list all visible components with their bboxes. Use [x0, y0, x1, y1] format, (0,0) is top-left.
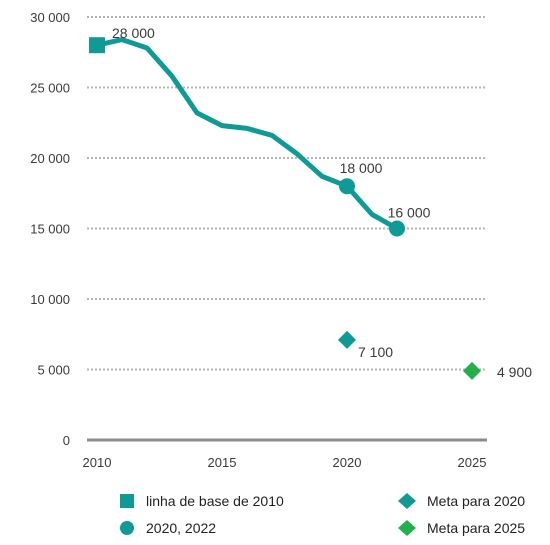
legend-item-2020-2022: 2020, 2022: [118, 519, 216, 537]
y-tick-label: 5 000: [37, 363, 70, 378]
lines: [94, 37, 400, 231]
diamond-marker: [338, 330, 356, 349]
circle-marker: [389, 220, 405, 237]
square-marker-icon: [120, 494, 134, 508]
legend-item-meta-2020: Meta para 2020: [397, 492, 525, 510]
legend-item-baseline: linha de base de 2010: [118, 492, 284, 510]
legend-label: 2020, 2022: [146, 520, 217, 536]
x-tick-label: 2020: [333, 455, 362, 470]
x-tick-label: 2015: [208, 455, 237, 470]
x-tick-label: 2010: [83, 455, 112, 470]
diamond-marker-icon: [398, 520, 416, 536]
y-tick-label: 10 000: [30, 292, 70, 307]
data-labels: 28 000 18 000 16 000 7 100 4 900: [112, 25, 532, 380]
y-tick-label: 30 000: [30, 10, 70, 25]
data-label: 16 000: [388, 205, 431, 221]
x-tick-label: 2025: [458, 455, 487, 470]
y-tick-label: 20 000: [30, 151, 70, 166]
square-marker: [89, 37, 105, 54]
data-label: 7 100: [358, 344, 393, 360]
circle-marker-icon: [120, 521, 134, 535]
ticks: 0 5 000 10 000 15 000 20 000 25 000 30 000 2010…: [30, 10, 486, 470]
diamond-marker-icon: [398, 493, 416, 509]
chart: 0 5 000 10 000 15 000 20 000 25 000 30 000 2010…: [30, 10, 532, 470]
legend-label: Meta para 2025: [427, 520, 526, 536]
data-label: 18 000: [340, 160, 383, 176]
y-tick-label: 15 000: [30, 222, 70, 237]
y-tick-label: 25 000: [30, 81, 70, 96]
line-series: [94, 37, 400, 231]
legend-label: linha de base de 2010: [146, 493, 284, 509]
legend-label: Meta para 2020: [427, 493, 526, 509]
data-label: 4 900: [497, 364, 532, 380]
data-label: 28 000: [112, 25, 155, 41]
markers: [89, 37, 481, 380]
grid: [87, 16, 487, 371]
y-tick-label: 0: [63, 433, 70, 448]
legend-item-meta-2025: Meta para 2025: [397, 519, 525, 537]
diamond-marker: [463, 361, 481, 380]
circle-marker: [339, 178, 355, 195]
